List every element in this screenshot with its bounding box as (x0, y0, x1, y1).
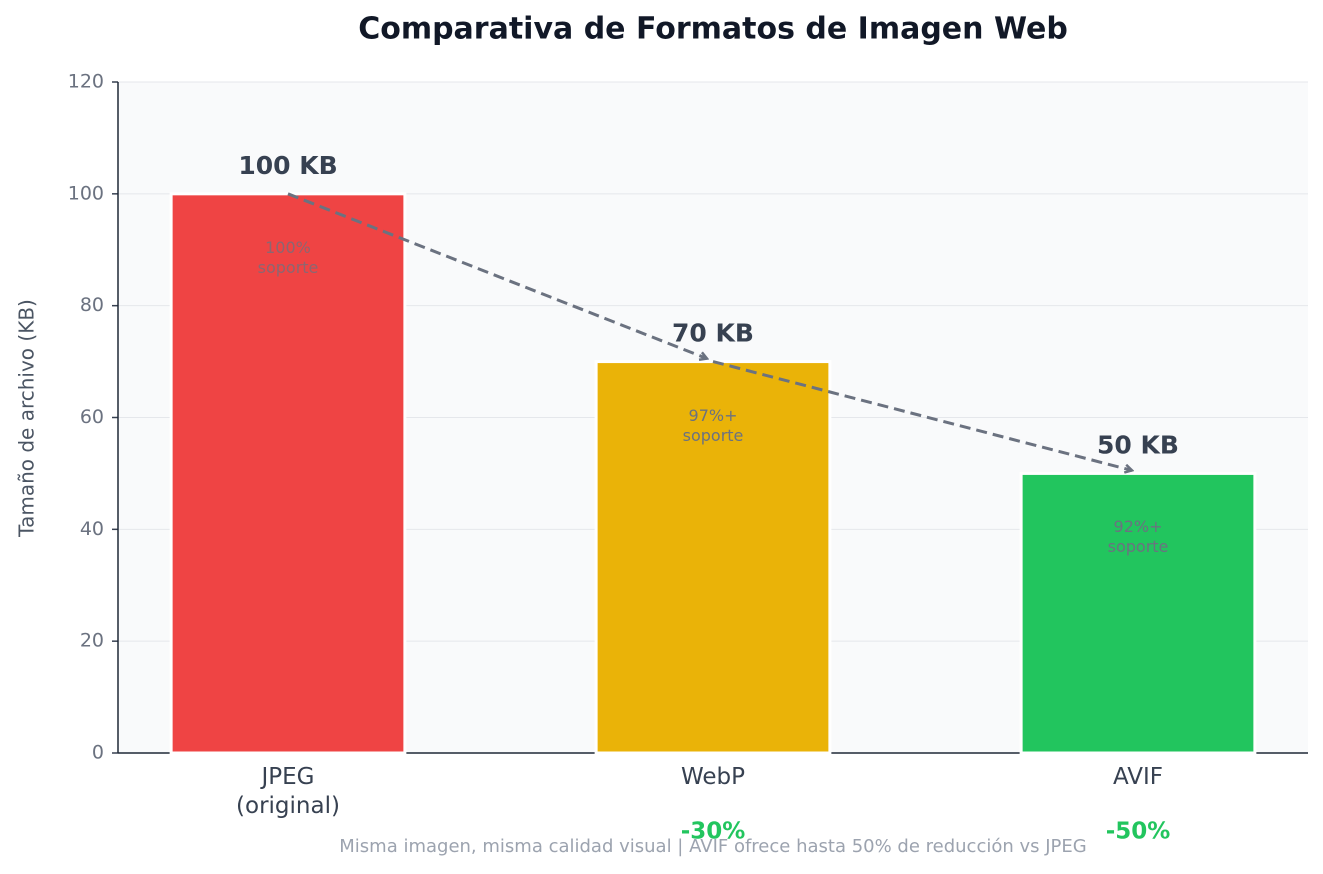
support-label: 97%+ soporte (682, 405, 744, 445)
x-tick-label: AVIF (1112, 764, 1164, 790)
reduction-label: -30% (681, 819, 746, 845)
y-tick-label: 40 (80, 518, 104, 540)
x-tick-label: JPEG (original) (236, 764, 340, 819)
trend-arrow (712, 360, 1132, 471)
y-tick-label: 100 (68, 182, 104, 204)
support-label: 100% soporte (257, 237, 319, 277)
x-tick-label: WebP (680, 764, 746, 790)
bar (1019, 471, 1257, 755)
footnote: Misma imagen, misma calidad visual | AVI… (339, 836, 1086, 857)
y-tick-label: 20 (80, 630, 104, 652)
y-tick-label: 60 (80, 406, 104, 428)
trend-arrow (287, 192, 707, 359)
y-tick-label: 80 (80, 294, 104, 316)
value-label: 50 KB (1097, 430, 1179, 459)
y-tick-label: 120 (68, 71, 104, 93)
support-label: 92%+ soporte (1107, 517, 1169, 557)
chart-title: Comparativa de Formatos de Imagen Web (358, 12, 1068, 47)
bar (594, 360, 832, 755)
value-label: 100 KB (238, 151, 337, 180)
y-axis-label: Tamaño de archivo (KB) (15, 299, 39, 538)
value-label: 70 KB (672, 319, 754, 348)
y-tick-label: 0 (92, 742, 104, 764)
reduction-label: -50% (1106, 819, 1171, 845)
